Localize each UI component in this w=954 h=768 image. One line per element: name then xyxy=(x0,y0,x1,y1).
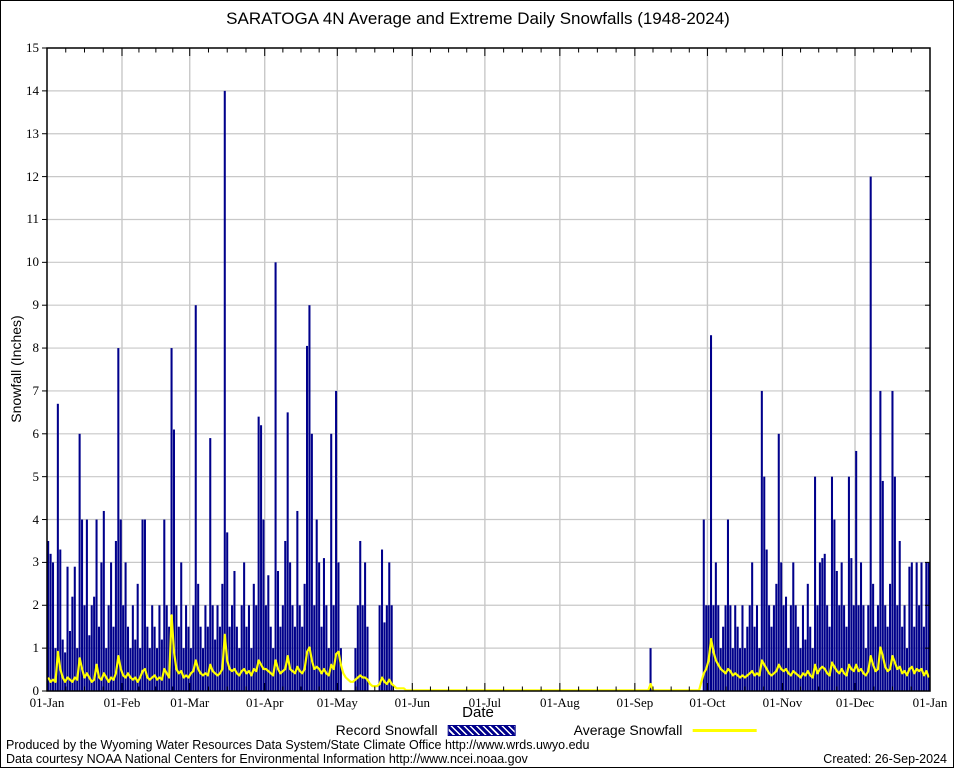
x-tick-label: 01-Sep xyxy=(616,695,654,710)
y-tick-label: 1 xyxy=(32,640,40,656)
average-snowfall-line-swatch xyxy=(692,728,757,732)
y-tick-label: 15 xyxy=(26,40,39,55)
y-tick-label: 4 xyxy=(32,511,40,527)
y-tick-label: 10 xyxy=(26,254,39,270)
y-tick-label: 0 xyxy=(32,683,40,698)
x-tick-label: 01-Dec xyxy=(835,695,875,710)
legend-record-label: Record Snowfall xyxy=(335,722,438,738)
y-tick-label: 7 xyxy=(32,382,40,398)
y-tick-label: 9 xyxy=(32,297,40,313)
x-tick-label: 01-Feb xyxy=(103,695,141,710)
x-tick-label: 01-Nov xyxy=(762,695,803,710)
y-tick-label: 8 xyxy=(32,340,40,356)
x-tick-label: 01-Oct xyxy=(689,695,726,710)
y-tick-label: 12 xyxy=(26,168,39,184)
y-tick-label: 2 xyxy=(32,597,40,613)
x-tick-label: 01-Apr xyxy=(245,695,284,710)
y-tick-label: 14 xyxy=(26,82,39,98)
x-tick-label: 01-Aug xyxy=(540,695,580,710)
x-tick-label: 01-Jan xyxy=(29,695,65,710)
x-tick-label: 01-Jun xyxy=(394,695,430,710)
chart-title: SARATOGA 4N Average and Extreme Daily Sn… xyxy=(226,9,730,28)
y-tick-label: 5 xyxy=(32,468,40,484)
x-axis-label: Date xyxy=(462,704,494,721)
y-axis-label: Snowfall (Inches) xyxy=(8,315,24,423)
created-date: Created: 26-Sep-2024 xyxy=(823,752,947,766)
y-tick-label: 3 xyxy=(32,554,40,570)
x-tick-label: 01-Mar xyxy=(170,695,210,710)
x-tick-label: 01-Jan xyxy=(912,695,948,710)
legend: Record Snowfall Average Snowfall xyxy=(336,722,757,738)
x-tick-label: 01-Jul xyxy=(468,695,502,710)
y-tick-label: 6 xyxy=(32,425,40,441)
legend-average-label: Average Snowfall xyxy=(573,722,683,738)
record-snowfall-swatch xyxy=(447,724,516,736)
footer-data-courtesy: Data courtesy NOAA National Centers for … xyxy=(6,752,528,766)
y-tick-label: 13 xyxy=(26,125,39,141)
x-tick-label: 01-May xyxy=(316,695,358,710)
y-tick-label: 11 xyxy=(26,211,39,227)
footer-producer: Produced by the Wyoming Water Resources … xyxy=(6,738,590,752)
